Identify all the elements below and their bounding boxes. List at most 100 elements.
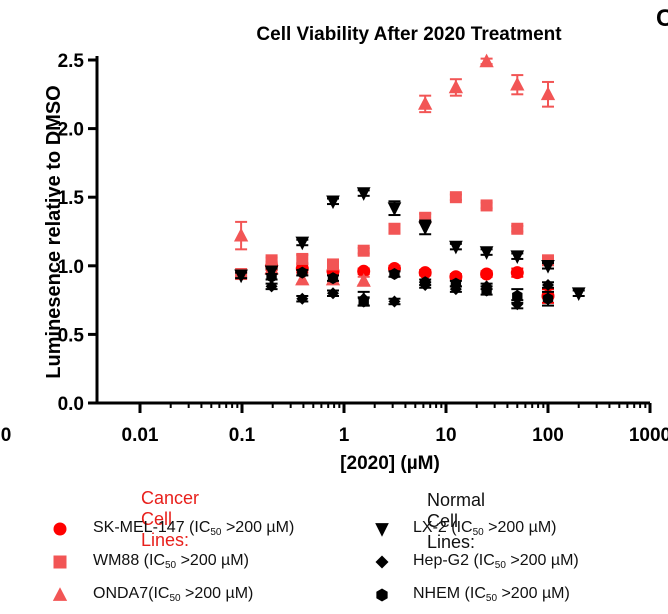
series-nhem bbox=[265, 266, 554, 308]
x-tick-label: 1000 bbox=[629, 425, 668, 446]
chart-title: Cell Viability After 2020 Treatment bbox=[256, 24, 562, 45]
legend-label: ONDA7(IC bbox=[93, 585, 170, 602]
legend-marker-diamond bbox=[375, 555, 389, 569]
point-nhem bbox=[327, 272, 339, 285]
legend-marker-shape bbox=[52, 587, 68, 601]
x-axis-label: [2020] (µM) bbox=[340, 453, 440, 474]
legend-label-suffix: >200 µM) bbox=[221, 519, 295, 536]
point-lx-2 bbox=[418, 221, 433, 236]
point-lx-2 bbox=[234, 269, 248, 284]
point-nhem bbox=[419, 276, 431, 289]
legend-label: SK-MEL-147 (IC bbox=[93, 519, 211, 536]
point-onda7 bbox=[356, 273, 371, 287]
legend-label-suffix: >200 µM) bbox=[483, 519, 557, 536]
y-tick-label: 0.5 bbox=[58, 325, 85, 346]
legend-entry-wm88: WM88 (IC50 >200 µM) bbox=[93, 552, 249, 571]
legend-marker-triangle bbox=[52, 587, 68, 601]
legend-marker-shape bbox=[375, 555, 389, 569]
legend-marker-circle bbox=[53, 522, 67, 536]
point-lx-2 bbox=[541, 259, 555, 274]
point-nhem bbox=[481, 284, 492, 297]
legend-label-subscript: 50 bbox=[169, 593, 181, 604]
point-lx-2 bbox=[510, 250, 525, 264]
point-wm88 bbox=[326, 258, 339, 271]
point-nhem bbox=[358, 295, 369, 308]
legend-label-suffix: >200 µM) bbox=[176, 552, 249, 569]
point-lx-2 bbox=[571, 287, 586, 302]
legend-label: Hep-G2 (IC bbox=[413, 552, 495, 569]
point-onda7 bbox=[418, 96, 433, 110]
legend-label-suffix: >200 µM) bbox=[505, 552, 579, 569]
legend-marker-shape bbox=[53, 522, 67, 536]
legend-label: NHEM (IC bbox=[413, 585, 486, 602]
legend-marker-triangle-down bbox=[375, 523, 389, 537]
y-axis-label: Luminesence relative to DMSO bbox=[43, 85, 65, 378]
point-onda7 bbox=[233, 227, 249, 242]
x-tick-label: 0.01 bbox=[122, 425, 159, 446]
legend-entry-hep-g2: Hep-G2 (IC50 >200 µM) bbox=[413, 552, 579, 571]
legend-entry-nhem: NHEM (IC50 >200 µM) bbox=[413, 585, 570, 604]
point-hep-g2 bbox=[511, 298, 524, 311]
x-break-label: 0 bbox=[1, 425, 12, 446]
legend-label-suffix: >200 µM) bbox=[497, 585, 570, 602]
point-onda7 bbox=[448, 79, 464, 94]
legend-entry-onda7: ONDA7(IC50 >200 µM) bbox=[93, 585, 253, 604]
point-nhem bbox=[450, 277, 462, 290]
y-tick-label: 2.5 bbox=[58, 51, 85, 72]
point-hep-g2 bbox=[265, 280, 278, 293]
point-wm88 bbox=[511, 222, 524, 235]
series-hep-g2 bbox=[265, 279, 554, 311]
point-nhem bbox=[512, 289, 523, 302]
point-hep-g2 bbox=[296, 292, 309, 305]
legend-entry-lx-2: LX-2 (IC50 >200 µM) bbox=[413, 519, 557, 538]
legend-label-subscript: 50 bbox=[210, 527, 222, 538]
x-tick-label: 1 bbox=[339, 425, 350, 446]
legend-label: WM88 (IC bbox=[93, 552, 165, 569]
axes: 0.0 0.5 1.0 1.5 2.0 2.5 0.01 0.1 1 10 100 1000 bbox=[58, 51, 668, 446]
x-tick-label: 100 bbox=[532, 425, 564, 446]
series-sk-mel-147 bbox=[265, 259, 555, 304]
y-tick-label: 1.0 bbox=[58, 257, 84, 278]
y-tick-label: 1.5 bbox=[58, 188, 85, 209]
point-sk-mel-147 bbox=[510, 266, 524, 280]
legend-label: LX-2 (IC bbox=[413, 519, 473, 536]
legend-label-subscript: 50 bbox=[472, 527, 484, 538]
point-nhem bbox=[389, 268, 400, 281]
y-tick-label: 2.0 bbox=[58, 120, 84, 141]
point-wm88 bbox=[388, 222, 401, 235]
point-hep-g2 bbox=[542, 279, 554, 292]
legend-label-subscript: 50 bbox=[165, 560, 177, 571]
point-wm88 bbox=[480, 199, 493, 212]
point-nhem bbox=[297, 266, 308, 279]
legend-entry-sk-mel-147: SK-MEL-147 (IC50 >200 µM) bbox=[93, 519, 294, 538]
point-lx-2 bbox=[356, 187, 371, 201]
point-lx-2 bbox=[295, 236, 310, 251]
point-wm88 bbox=[449, 191, 462, 204]
point-onda7 bbox=[479, 53, 494, 68]
x-tick-label: 10 bbox=[435, 425, 456, 446]
legend-marker-shape bbox=[376, 588, 388, 602]
panel-letter: C bbox=[656, 5, 668, 32]
legend-marker-hexagon bbox=[376, 588, 388, 602]
y-tick-label: 0.0 bbox=[58, 394, 84, 415]
point-onda7 bbox=[510, 76, 525, 91]
point-lx-2 bbox=[479, 246, 494, 260]
point-lx-2 bbox=[326, 195, 340, 210]
legend-marker-square bbox=[53, 555, 67, 569]
x-tick-label: 0.1 bbox=[229, 425, 256, 446]
point-onda7 bbox=[540, 86, 556, 101]
point-hep-g2 bbox=[326, 287, 339, 300]
legend-label-subscript: 50 bbox=[494, 560, 506, 571]
data-marks bbox=[233, 53, 586, 311]
point-nhem bbox=[542, 292, 554, 305]
point-wm88 bbox=[357, 244, 370, 257]
point-lx-2 bbox=[449, 240, 463, 255]
point-wm88 bbox=[296, 252, 309, 265]
point-sk-mel-147 bbox=[418, 266, 432, 280]
series-onda7 bbox=[233, 53, 556, 287]
series-lx-2 bbox=[234, 187, 586, 302]
point-nhem bbox=[266, 270, 277, 283]
legend-cancer-title: Cancer Cell Lines: bbox=[141, 488, 200, 550]
point-hep-g2 bbox=[388, 295, 401, 308]
